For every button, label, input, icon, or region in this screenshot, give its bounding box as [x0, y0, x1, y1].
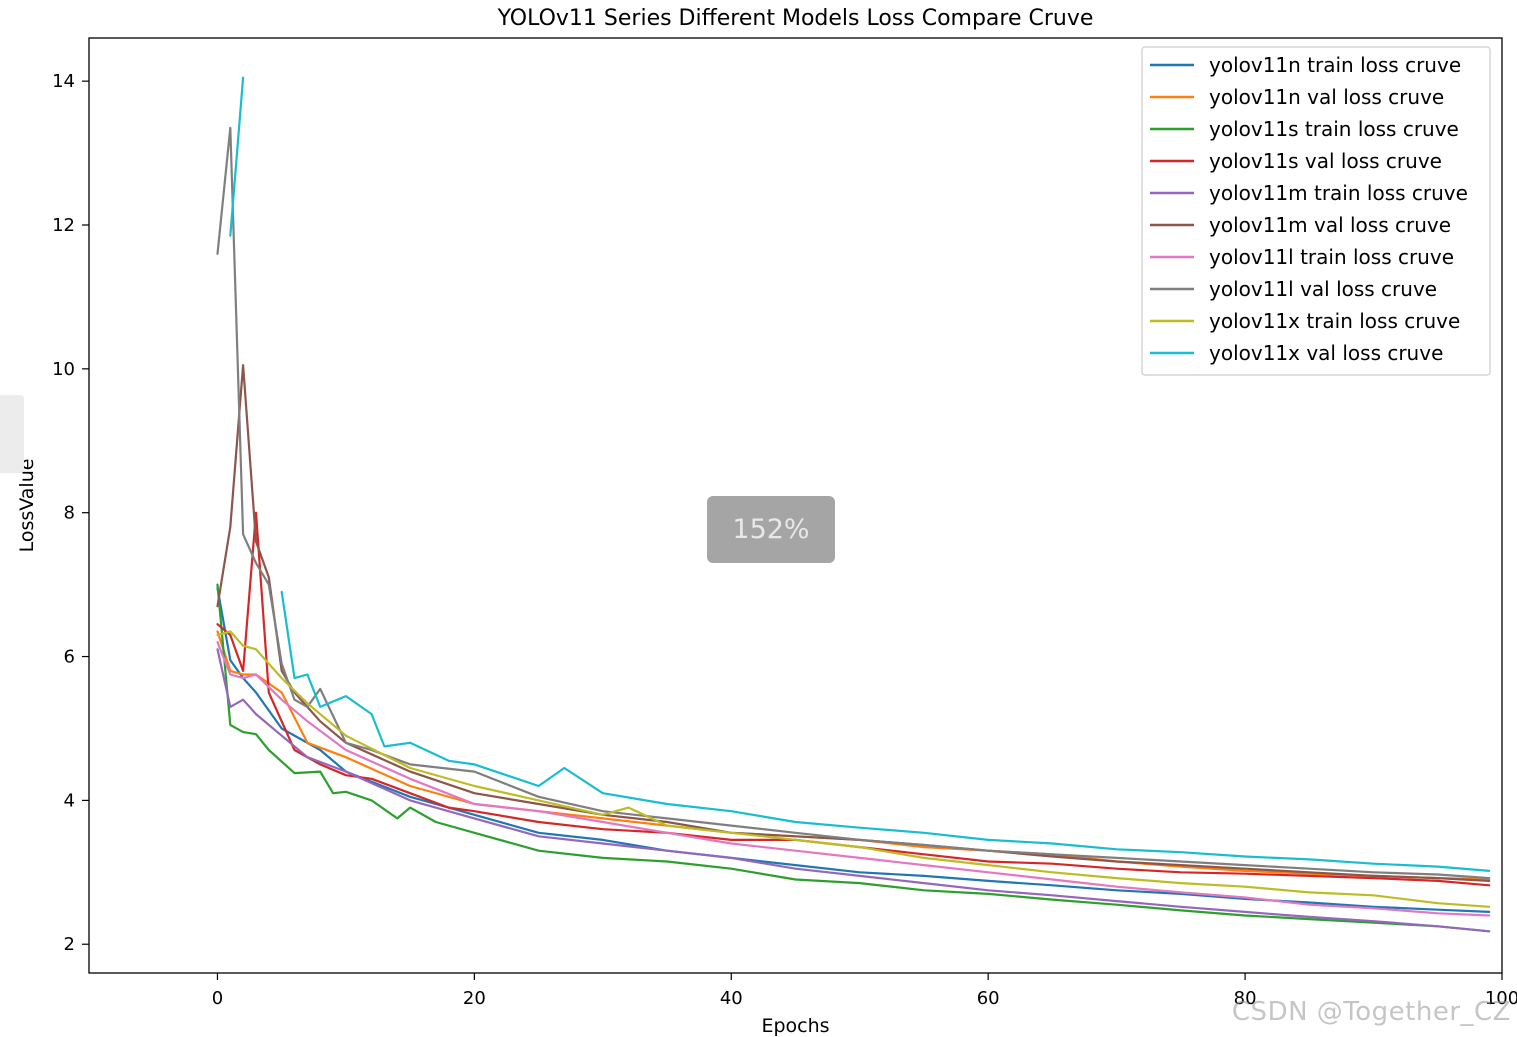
- side-panel-handle[interactable]: [0, 395, 24, 473]
- y-tick-label: 12: [52, 215, 75, 236]
- series-line-4: [216, 648, 1491, 933]
- y-tick-label: 4: [64, 790, 75, 811]
- legend-label: yolov11l train loss cruve: [1209, 245, 1454, 269]
- series-line-7: [216, 126, 1491, 880]
- y-tick-label: 8: [64, 503, 75, 524]
- watermark: CSDN @Together_CZ: [1231, 997, 1511, 1027]
- legend-label: yolov11x val loss cruve: [1209, 341, 1443, 365]
- series-line-3: [216, 511, 1491, 887]
- legend-label: yolov11l val loss cruve: [1209, 277, 1437, 301]
- series-group: [216, 76, 1491, 933]
- y-tick-label: 14: [52, 71, 75, 92]
- legend-label: yolov11m train loss cruve: [1209, 181, 1468, 205]
- x-tick-label: 60: [977, 988, 1000, 1009]
- legend-label: yolov11s val loss cruve: [1209, 149, 1442, 173]
- series-line-2: [216, 583, 1491, 933]
- legend-label: yolov11n val loss cruve: [1209, 85, 1444, 109]
- zoom-level-badge: 152%: [707, 496, 835, 563]
- series-line-0: [216, 587, 1491, 914]
- x-tick-label: 40: [720, 988, 743, 1009]
- series-line-5: [216, 364, 1491, 883]
- series-line-6: [216, 641, 1491, 917]
- x-tick-label: 0: [212, 988, 223, 1009]
- x-tick-label: 100: [1485, 988, 1517, 1009]
- series-line-8: [216, 630, 1491, 908]
- y-tick-label: 6: [64, 647, 75, 668]
- x-tick-label: 80: [1234, 988, 1257, 1009]
- series-line-10: [280, 590, 1491, 873]
- y-tick-label: 10: [52, 359, 75, 380]
- legend-label: yolov11s train loss cruve: [1209, 117, 1459, 141]
- y-tick-label: 2: [64, 934, 75, 955]
- legend-label: yolov11m val loss cruve: [1209, 213, 1451, 237]
- chart-title: YOLOv11 Series Different Models Loss Com…: [497, 6, 1094, 31]
- series-line-9: [229, 76, 245, 237]
- x-tick-label: 20: [463, 988, 486, 1009]
- legend-label: yolov11n train loss cruve: [1209, 53, 1461, 77]
- legend-label: yolov11x train loss cruve: [1209, 309, 1460, 333]
- legend-box: [1141, 46, 1491, 376]
- x-axis-label: Epochs: [761, 1015, 829, 1037]
- series-line-1: [216, 630, 1491, 881]
- y-axis-label: LossValue: [16, 459, 38, 553]
- plot-frame: [88, 37, 1503, 974]
